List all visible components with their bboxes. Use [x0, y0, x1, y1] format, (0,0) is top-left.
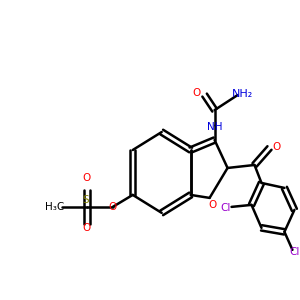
Text: S: S	[82, 195, 89, 205]
Text: NH₂: NH₂	[232, 89, 253, 99]
Text: O: O	[272, 142, 281, 152]
Text: O: O	[83, 223, 91, 233]
Text: O: O	[83, 173, 91, 183]
Text: NH: NH	[207, 122, 222, 132]
Text: O: O	[193, 88, 201, 98]
Text: O: O	[109, 202, 117, 212]
Text: H₃C: H₃C	[45, 202, 64, 212]
Text: O: O	[208, 200, 217, 210]
Text: Cl: Cl	[220, 203, 231, 213]
Text: Cl: Cl	[289, 247, 300, 257]
